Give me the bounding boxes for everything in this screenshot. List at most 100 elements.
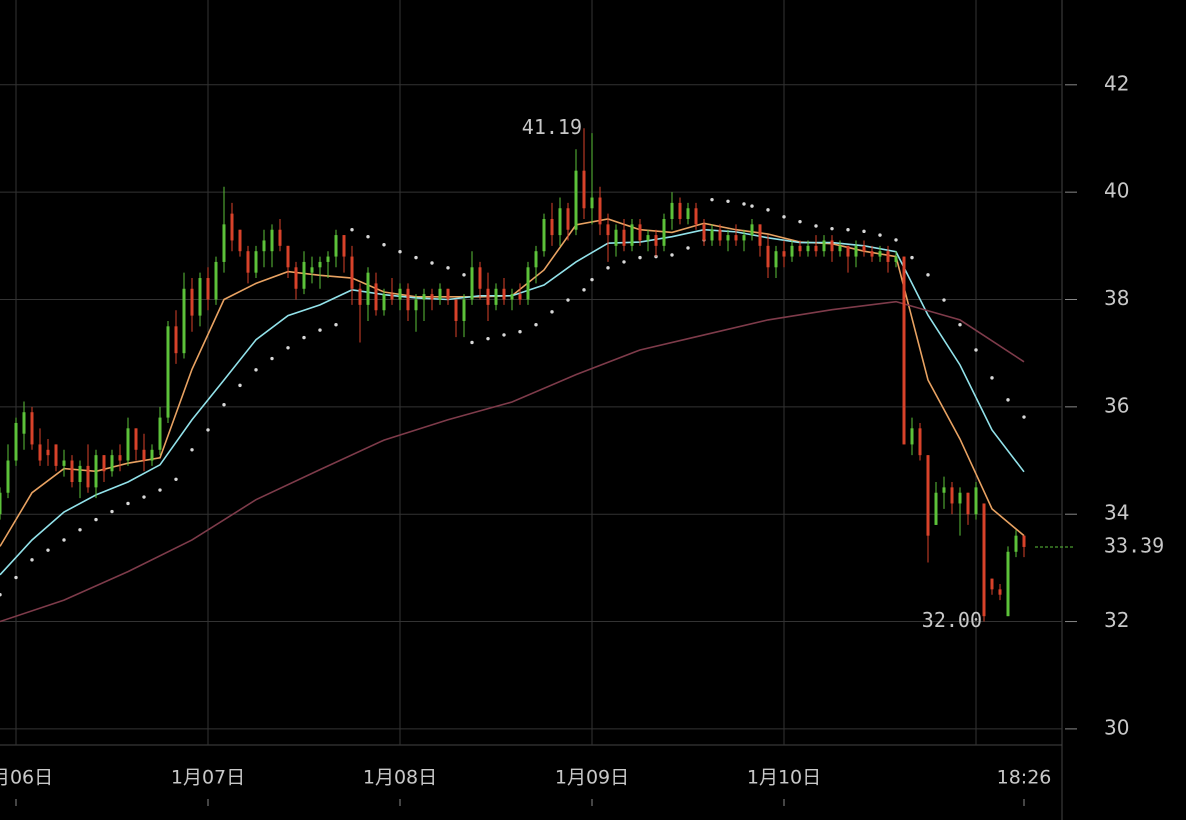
candle-body — [70, 460, 74, 482]
sar-dot — [638, 255, 642, 260]
candle-body — [254, 251, 258, 273]
candle-body — [598, 197, 602, 225]
candle-body — [918, 428, 922, 456]
sar-dot — [862, 229, 866, 234]
candle-body — [806, 245, 810, 252]
sar-dot — [686, 246, 690, 250]
price-annotation: 32.00 — [922, 608, 982, 632]
sar-dot — [222, 403, 226, 407]
candle-body — [902, 256, 906, 445]
candle-body — [46, 449, 50, 456]
candle-body — [318, 261, 322, 268]
x-tick-label: 1月07日 — [171, 767, 245, 789]
y-tick-label: 42 — [1104, 71, 1129, 95]
sar-dot — [726, 199, 730, 203]
candle-body — [134, 428, 138, 450]
candle-body — [142, 449, 146, 461]
sar-dot — [142, 495, 146, 499]
sar-dot — [46, 548, 50, 552]
sar-dot — [350, 228, 354, 232]
candle-body — [30, 412, 34, 445]
candle-body — [838, 245, 842, 252]
candle-body — [430, 294, 434, 300]
candle-body — [350, 256, 354, 289]
candle-body — [326, 256, 330, 262]
candle-body — [302, 261, 306, 289]
candle-body — [1006, 551, 1010, 617]
sar-dot — [470, 340, 474, 345]
sar-dot — [742, 202, 746, 206]
sar-dot — [158, 488, 162, 492]
candle-body — [910, 428, 914, 445]
sar-dot — [846, 228, 850, 232]
candle-body — [766, 245, 770, 268]
candle-body — [390, 294, 394, 300]
sar-dot — [0, 593, 2, 597]
candle-body — [174, 326, 178, 354]
sar-dot — [318, 328, 322, 332]
candle-body — [926, 455, 930, 536]
candle-body — [982, 503, 986, 617]
y-tick-label: 32 — [1104, 608, 1129, 632]
sar-dot — [990, 376, 994, 380]
price-annotation: 41.19 — [522, 115, 582, 139]
candle-body — [406, 288, 410, 311]
candle-body — [758, 224, 762, 246]
sar-dot — [334, 323, 338, 327]
candle-body — [262, 240, 266, 252]
candle-body — [398, 288, 402, 300]
candle-body — [1022, 535, 1026, 547]
candle-body — [606, 224, 610, 236]
candle-body — [94, 455, 98, 488]
candle-body — [862, 245, 866, 252]
candle-body — [878, 251, 882, 257]
candle-body — [654, 235, 658, 246]
sar-dot — [94, 517, 98, 522]
candle-body — [102, 455, 106, 472]
candle-body — [798, 245, 802, 252]
candle-body — [1014, 535, 1018, 552]
candle-body — [742, 235, 746, 241]
candle-body — [726, 235, 730, 241]
candle-body — [294, 267, 298, 289]
candle-body — [638, 224, 642, 241]
candle-body — [110, 455, 114, 472]
sar-dot — [550, 310, 554, 314]
sar-dot — [910, 255, 914, 260]
candle-body — [230, 213, 234, 241]
candle-body — [238, 229, 242, 252]
candle-body — [854, 245, 858, 257]
sar-dot — [382, 243, 386, 247]
sar-dot — [206, 428, 210, 432]
candle-body — [198, 278, 202, 316]
sar-dot — [582, 288, 586, 292]
y-tick-label: 40 — [1104, 179, 1129, 203]
sar-dot — [622, 260, 626, 264]
candle-body — [718, 229, 722, 241]
last-price-label: 33.39 — [1104, 533, 1164, 557]
candle-body — [966, 492, 970, 515]
sar-dot — [14, 575, 18, 580]
candle-body — [894, 256, 898, 262]
candle-body — [414, 299, 418, 311]
candle-body — [270, 229, 274, 252]
sar-dot — [486, 336, 490, 341]
candle-body — [158, 417, 162, 450]
sar-dot — [398, 250, 402, 254]
candle-body — [750, 224, 754, 236]
x-tick-label: 1月06日 — [0, 767, 53, 789]
candle-body — [486, 288, 490, 305]
candle-body — [86, 465, 90, 488]
candle-body — [958, 492, 962, 504]
candle-body — [470, 267, 474, 300]
candle-body — [214, 261, 218, 300]
sar-dot — [238, 383, 242, 388]
sar-dot — [1022, 415, 1026, 419]
x-tick-label: 1月10日 — [747, 767, 821, 789]
sar-dot — [414, 255, 418, 260]
candle-body — [166, 326, 170, 418]
ma-line — [0, 300, 1025, 623]
candle-body — [830, 240, 834, 252]
y-tick-label: 34 — [1104, 501, 1129, 525]
